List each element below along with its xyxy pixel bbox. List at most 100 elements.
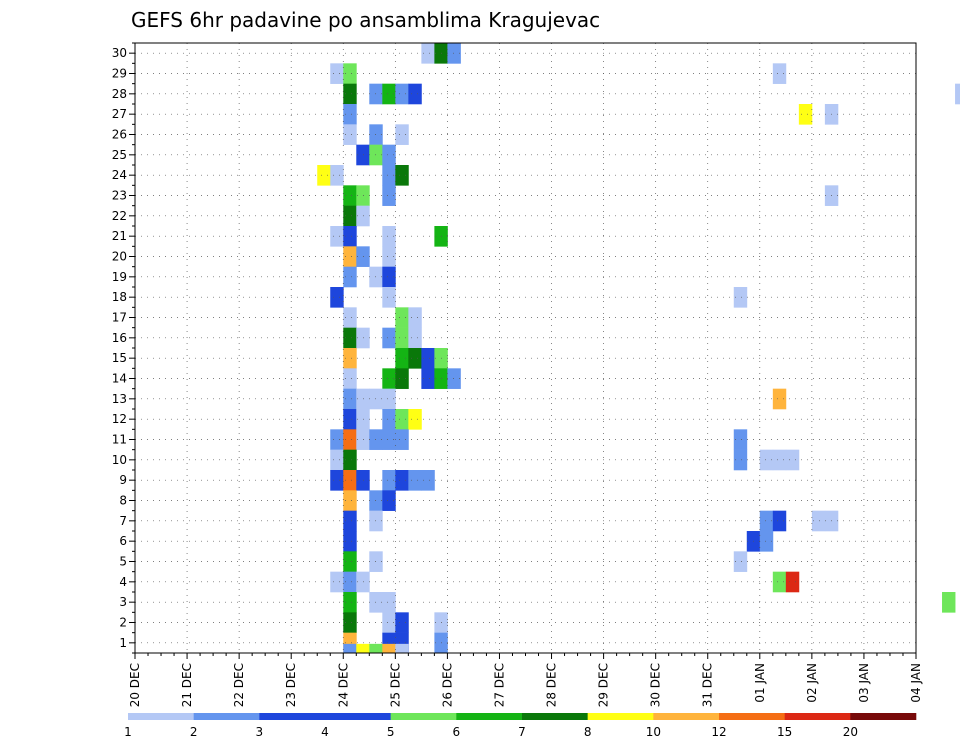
colorbar-label: 1 <box>124 725 132 739</box>
heat-cell <box>733 449 748 471</box>
heat-cell <box>369 144 383 166</box>
y-tick-label: 20 <box>112 250 127 264</box>
x-axis-ticks: 20 DEC 21 DEC 22 DEC 23 DEC 24 DEC 25 DEC 26 D… <box>128 653 923 707</box>
colorbar: 1 2 3 4 5 6 7 8 10 12 15 20 <box>124 713 917 739</box>
heat-cell <box>343 266 357 288</box>
heat-cell <box>356 144 370 166</box>
y-axis-ticks: 1234567891011121314151617181920212223242… <box>112 42 135 654</box>
colorbar-label: 7 <box>518 725 526 739</box>
heat-cell <box>955 83 960 105</box>
heat-cell <box>408 470 422 491</box>
heat-cell <box>421 43 435 64</box>
heat-cell <box>343 185 357 206</box>
heat-cell <box>395 124 409 145</box>
heat-cell <box>772 571 787 593</box>
y-tick-label: 1 <box>119 636 127 650</box>
heat-cell <box>395 348 409 369</box>
heat-cell <box>343 348 357 369</box>
heat-cell <box>395 643 409 654</box>
grid-lines <box>135 43 916 653</box>
heat-cell <box>759 531 774 552</box>
colorbar-swatch <box>522 713 588 720</box>
heat-cell <box>330 429 344 450</box>
heat-cell <box>382 612 396 633</box>
heat-cell <box>798 104 813 125</box>
heat-cell <box>785 449 800 471</box>
y-tick-label: 9 <box>119 473 127 487</box>
heat-cell <box>382 470 396 491</box>
heat-cell <box>382 490 396 511</box>
x-tick-label: 26 DEC <box>440 663 454 707</box>
heat-cell <box>343 368 357 389</box>
colorbar-label: 3 <box>256 725 264 739</box>
heat-cell <box>356 409 370 430</box>
heat-cell <box>369 551 383 572</box>
heat-cell <box>330 449 344 471</box>
colorbar-label: 2 <box>190 725 198 739</box>
y-tick-label: 26 <box>112 128 127 142</box>
y-tick-label: 11 <box>112 433 127 447</box>
x-tick-label: 25 DEC <box>388 663 402 707</box>
heat-cell <box>382 388 396 410</box>
y-tick-label: 15 <box>112 351 127 365</box>
y-tick-label: 8 <box>119 494 127 508</box>
y-tick-label: 16 <box>112 331 127 345</box>
heat-cell <box>317 165 331 186</box>
colorbar-swatch <box>193 713 260 720</box>
y-tick-label: 3 <box>119 595 127 609</box>
colorbar-swatch <box>325 713 391 720</box>
heat-cell <box>343 490 357 511</box>
colorbar-label: 4 <box>321 725 329 739</box>
heat-cell <box>343 551 357 572</box>
heat-cell <box>395 409 409 430</box>
heat-cell <box>395 165 409 186</box>
heat-cell <box>330 165 344 186</box>
colorbar-label: 5 <box>387 725 395 739</box>
y-tick-label: 27 <box>112 107 127 121</box>
heat-cell <box>369 592 383 613</box>
heat-cell <box>408 409 422 430</box>
heat-cell <box>733 287 748 308</box>
heat-cell <box>395 429 409 450</box>
colorbar-swatch <box>850 713 917 720</box>
y-tick-label: 13 <box>112 392 127 406</box>
heat-cell <box>369 266 383 288</box>
y-tick-label: 19 <box>112 270 127 284</box>
heat-cell <box>369 388 383 410</box>
y-tick-label: 10 <box>112 453 127 467</box>
heat-cell <box>772 449 787 471</box>
y-tick-label: 17 <box>112 311 127 325</box>
heat-cell <box>772 63 787 84</box>
heat-cell <box>759 449 774 471</box>
heat-cell <box>369 643 383 654</box>
x-tick-label: 27 DEC <box>492 663 506 707</box>
heat-cell <box>772 388 787 410</box>
heat-cell <box>343 510 357 532</box>
y-tick-label: 14 <box>112 372 127 386</box>
y-tick-label: 29 <box>112 67 127 81</box>
heat-cell <box>382 266 396 288</box>
heat-cell <box>343 307 357 328</box>
y-tick-label: 12 <box>112 412 127 426</box>
heat-cell <box>395 612 409 633</box>
heat-cell <box>382 643 396 654</box>
x-tick-label: 31 DEC <box>701 663 715 707</box>
heat-cell <box>447 43 461 64</box>
y-tick-label: 5 <box>119 555 127 569</box>
x-tick-label: 04 JAN <box>909 663 923 703</box>
heat-cell <box>343 104 357 125</box>
heat-cell <box>382 83 396 105</box>
x-tick-label: 23 DEC <box>284 663 298 707</box>
colorbar-label: 20 <box>843 725 858 739</box>
heat-cell <box>382 368 396 389</box>
heat-cell <box>343 612 357 633</box>
heat-cell <box>408 83 422 105</box>
heatmap-cells <box>317 43 960 654</box>
heat-cell <box>343 124 357 145</box>
y-tick-label: 7 <box>119 514 127 528</box>
y-tick-label: 4 <box>119 575 127 589</box>
heat-cell <box>382 287 396 308</box>
colorbar-swatch <box>784 713 851 720</box>
heat-cell <box>421 368 435 389</box>
x-tick-label: 01 JAN <box>753 663 767 703</box>
